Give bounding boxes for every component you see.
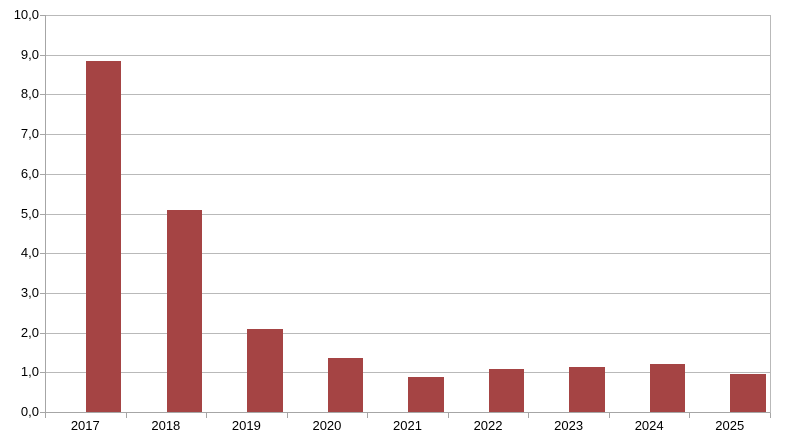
y-axis-line xyxy=(45,15,46,412)
plot-right-border xyxy=(770,15,771,413)
x-tick-label-2021: 2021 xyxy=(393,418,422,433)
x-axis-tick xyxy=(125,413,127,418)
y-tick-label: 9,0 xyxy=(20,46,39,62)
x-tick-label-2023: 2023 xyxy=(554,418,584,433)
y-axis-tick xyxy=(40,253,45,255)
y-axis-tick xyxy=(40,54,45,56)
x-axis-tick xyxy=(45,413,46,418)
y-axis-tick xyxy=(40,292,45,294)
x-axis-tick xyxy=(608,413,610,418)
y-tick-label: 5,0 xyxy=(20,205,39,221)
y-tick-label: 1,0 xyxy=(20,364,39,380)
y-tick-label: 8,0 xyxy=(20,86,39,102)
y-axis-tick xyxy=(40,94,45,96)
bar-2020 xyxy=(327,357,364,412)
x-axis-tick xyxy=(286,413,288,418)
bar-2018 xyxy=(166,209,203,412)
bar-2021 xyxy=(408,377,444,412)
y-tick-label: 3,0 xyxy=(20,284,39,300)
x-axis-tick xyxy=(367,413,369,418)
x-tick-label-2020: 2020 xyxy=(312,418,342,433)
gridline xyxy=(45,292,770,294)
x-tick-label-2017: 2017 xyxy=(70,418,100,433)
y-axis-tick xyxy=(40,332,45,334)
gridline xyxy=(45,253,770,255)
gridline xyxy=(45,134,770,136)
gridline xyxy=(45,173,770,175)
gridline xyxy=(45,332,770,334)
gridline xyxy=(45,94,770,96)
x-axis-tick xyxy=(770,413,771,418)
y-axis-tick xyxy=(40,173,45,175)
x-axis-line xyxy=(45,412,770,413)
x-axis-tick xyxy=(528,413,530,418)
x-axis-tick xyxy=(206,413,208,418)
y-tick-label: 7,0 xyxy=(20,126,39,142)
x-tick-label-2018: 2018 xyxy=(151,418,181,433)
y-axis-tick xyxy=(40,213,45,215)
gridline xyxy=(45,372,770,374)
bar-2017 xyxy=(85,60,122,412)
x-tick-label-2019: 2019 xyxy=(231,418,261,433)
x-tick-label-2024: 2024 xyxy=(634,418,664,433)
x-axis-tick xyxy=(447,413,449,418)
x-tick-label-2025: 2025 xyxy=(715,418,745,433)
y-axis-tick xyxy=(40,134,45,136)
bar-2024 xyxy=(649,363,686,412)
x-tick-label-2022: 2022 xyxy=(473,418,503,433)
bar-2019 xyxy=(247,328,283,412)
bar-2022 xyxy=(488,369,525,412)
y-axis-tick xyxy=(40,15,45,16)
gridline xyxy=(45,213,770,215)
y-tick-label: 4,0 xyxy=(20,245,39,261)
y-tick-label: 0,0 xyxy=(20,404,39,419)
y-axis-tick xyxy=(40,412,45,413)
gridline xyxy=(45,54,770,56)
y-axis-tick xyxy=(40,372,45,374)
gridline xyxy=(45,15,770,16)
bar-2023 xyxy=(569,367,605,412)
y-tick-label: 10,0 xyxy=(13,7,39,22)
y-tick-label: 6,0 xyxy=(20,165,39,181)
x-axis-tick xyxy=(689,413,691,418)
y-tick-label: 2,0 xyxy=(20,324,39,340)
bar-2025 xyxy=(730,373,766,412)
